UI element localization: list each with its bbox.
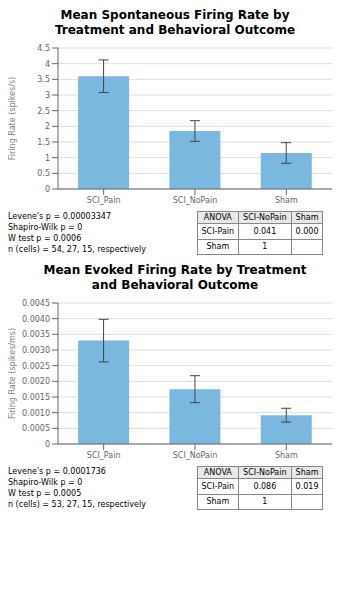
svg-text:Firing Rate (spikes/s): Firing Rate (spikes/s) xyxy=(8,77,17,160)
html-text:Shapiro-Wilk p = 0: Shapiro-Wilk p = 0 xyxy=(8,223,83,232)
svg-text:0.0025: 0.0025 xyxy=(22,362,50,371)
html-text:W test p = 0.0005: W test p = 0.0005 xyxy=(8,489,82,498)
html-text:ANOVA: ANOVA xyxy=(203,468,232,477)
html-text:SCI-Pain: SCI-Pain xyxy=(201,226,235,236)
svg-text:0.0040: 0.0040 xyxy=(22,315,50,324)
svg-text:3: 3 xyxy=(45,91,50,100)
svg-text:0.0005: 0.0005 xyxy=(22,424,50,433)
svg-text:Sham: Sham xyxy=(275,196,298,205)
html-text:and Behavioral Outcome: and Behavioral Outcome xyxy=(91,278,259,292)
html-text:SCI-NoPain: SCI-NoPain xyxy=(243,213,287,222)
svg-text:0: 0 xyxy=(45,185,50,194)
svg-text:4.5: 4.5 xyxy=(37,44,50,53)
html-text:SCI-NoPain: SCI-NoPain xyxy=(243,468,287,477)
html-text:ANOVA: ANOVA xyxy=(203,213,232,222)
html-text:0.041: 0.041 xyxy=(253,226,277,236)
html-text:Levene's p = 0.0001736: Levene's p = 0.0001736 xyxy=(8,467,106,476)
svg-text:Firing Rate (spikes/ms): Firing Rate (spikes/ms) xyxy=(8,328,17,419)
html-text:Treatment and Behavioral Outco: Treatment and Behavioral Outcome xyxy=(54,23,296,37)
html-text:1: 1 xyxy=(262,497,268,507)
html-text:SCI-Pain: SCI-Pain xyxy=(201,481,235,491)
html-text:Sham: Sham xyxy=(206,242,230,252)
html-text:Sham: Sham xyxy=(206,497,230,507)
html-text:Sham: Sham xyxy=(295,213,319,222)
svg-text:SCI_NoPain: SCI_NoPain xyxy=(173,451,218,460)
svg-text:0: 0 xyxy=(45,440,50,449)
svg-text:0.0010: 0.0010 xyxy=(22,409,50,418)
svg-text:SCI_NoPain: SCI_NoPain xyxy=(173,196,218,205)
svg-text:0.0045: 0.0045 xyxy=(22,299,50,308)
svg-text:0.5: 0.5 xyxy=(37,169,50,178)
svg-text:Sham: Sham xyxy=(275,451,298,460)
svg-text:2.5: 2.5 xyxy=(37,107,50,116)
html-text:1: 1 xyxy=(262,242,268,252)
html-text:Sham: Sham xyxy=(295,468,319,477)
html-text:0.000: 0.000 xyxy=(295,226,319,236)
html-text:0.086: 0.086 xyxy=(253,481,277,491)
svg-text:1: 1 xyxy=(45,154,50,163)
svg-text:4: 4 xyxy=(45,60,50,69)
svg-text:0.0020: 0.0020 xyxy=(22,377,50,386)
html-text:n (cells) = 54, 27, 15, respec: n (cells) = 54, 27, 15, respectively xyxy=(8,245,146,254)
svg-text:0.0035: 0.0035 xyxy=(22,330,50,339)
svg-text:1.5: 1.5 xyxy=(37,138,50,147)
svg-text:0.0015: 0.0015 xyxy=(22,393,50,402)
svg-text:0.0030: 0.0030 xyxy=(22,346,50,355)
html-text:Shapiro-Wilk p = 0: Shapiro-Wilk p = 0 xyxy=(8,478,83,487)
html-text:Mean Spontaneous Firing Rate b: Mean Spontaneous Firing Rate by xyxy=(60,8,290,22)
svg-text:SCI_Pain: SCI_Pain xyxy=(87,451,121,460)
html-text:n (cells) = 53, 27, 15, respec: n (cells) = 53, 27, 15, respectively xyxy=(8,500,146,509)
html-text:Levene's p = 0.00003347: Levene's p = 0.00003347 xyxy=(8,212,111,221)
svg-text:3.5: 3.5 xyxy=(37,75,50,84)
html-text:0.019: 0.019 xyxy=(295,481,319,491)
svg-text:SCI_Pain: SCI_Pain xyxy=(87,196,121,205)
html-text:Mean Evoked Firing Rate by Tre: Mean Evoked Firing Rate by Treatment xyxy=(43,263,307,277)
svg-text:2: 2 xyxy=(45,122,50,131)
html-text:W test p = 0.0006: W test p = 0.0006 xyxy=(8,234,82,243)
